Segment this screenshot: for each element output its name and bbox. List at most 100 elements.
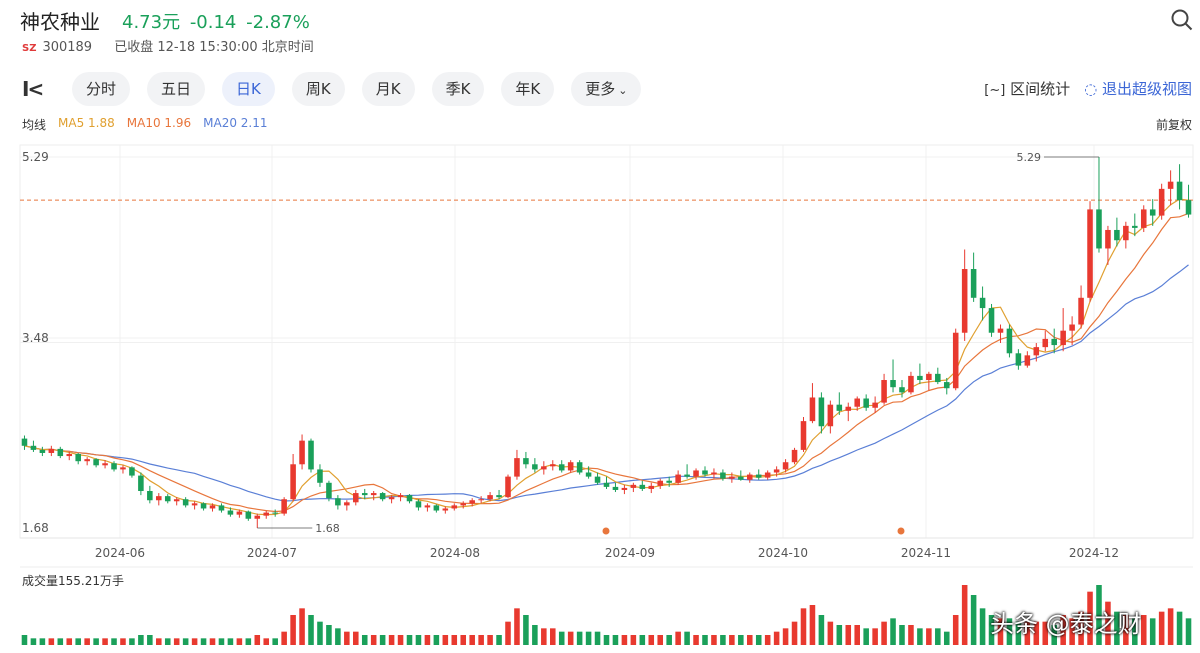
candle-body — [1042, 338, 1049, 348]
volume-bar — [675, 631, 681, 645]
candle-body — [872, 402, 878, 408]
kline-icon[interactable]: I< — [22, 77, 44, 101]
stock-name: 神农种业 — [20, 10, 100, 34]
tab-daily-k[interactable]: 日K — [222, 72, 275, 106]
volume-bar — [943, 631, 950, 645]
candle-body — [594, 476, 601, 483]
ma-legend: 均线 MA5 1.88 MA10 1.96 MA20 2.11 — [22, 116, 268, 133]
volume-bar — [952, 615, 959, 645]
bracket-icon: [~] — [984, 83, 1006, 98]
volume-bar — [138, 635, 144, 645]
candle-body — [746, 474, 753, 480]
volume-bar — [335, 628, 341, 645]
volume-bar — [594, 631, 601, 645]
candle-body — [1123, 225, 1129, 241]
volume-bar — [755, 635, 762, 645]
candle-body — [433, 505, 440, 511]
focus-icon: ◌ — [1084, 80, 1098, 98]
tab-yearly-k[interactable]: 年K — [501, 72, 555, 106]
candle-body — [738, 476, 744, 480]
candle-body — [487, 495, 493, 500]
candle-body — [926, 373, 932, 381]
volume-bar — [899, 625, 905, 645]
candle-body — [952, 332, 959, 389]
price-change-pct: -2.87% — [246, 12, 310, 33]
candle-body — [1087, 209, 1093, 298]
volume-bar — [729, 635, 735, 645]
volume-bar — [272, 638, 278, 645]
volume-bar — [854, 625, 860, 645]
candle-body — [791, 449, 798, 463]
tab-quarterly-k[interactable]: 季K — [431, 72, 485, 106]
volume-bar — [1096, 585, 1102, 645]
candle-body — [827, 404, 834, 427]
candle-body — [988, 308, 995, 333]
volume-bar — [1167, 608, 1174, 645]
volume-bar — [711, 635, 717, 645]
adjust-mode[interactable]: 前复权 — [1155, 118, 1192, 132]
candle-body — [1105, 229, 1111, 249]
ma20-legend: MA20 2.11 — [203, 116, 268, 130]
candle-body — [353, 493, 359, 503]
candle-body — [773, 469, 780, 473]
tab-intraday[interactable]: 分时 — [72, 72, 131, 106]
volume-bar — [1123, 615, 1129, 645]
candle-body — [263, 512, 270, 516]
volume-bar — [746, 635, 753, 645]
volume-bar — [218, 638, 225, 645]
tab-monthly-k[interactable]: 月K — [361, 72, 415, 106]
candle-body — [567, 462, 574, 471]
volume-bar — [1069, 618, 1075, 645]
volume-bar — [648, 635, 655, 645]
volume-bar — [532, 625, 538, 645]
volume-bar — [326, 625, 332, 645]
candle-body — [917, 375, 923, 381]
candle-body — [675, 474, 681, 483]
candle-body — [782, 462, 789, 470]
candle-body — [523, 458, 529, 465]
exit-fullscreen-button[interactable]: ◌ 退出超级视图 — [1084, 78, 1192, 99]
candle-body — [755, 474, 762, 478]
candle-body — [182, 499, 189, 506]
volume-bar — [39, 638, 46, 645]
candle-body — [111, 463, 117, 470]
range-stats-button[interactable]: [~] 区间统计 — [984, 78, 1070, 99]
volume-bar — [809, 605, 816, 645]
candle-body — [147, 491, 153, 501]
volume-bar — [299, 608, 305, 645]
volume-bar — [308, 615, 314, 645]
volume-bar — [361, 635, 368, 645]
tab-more[interactable]: 更多 ⌄ — [571, 72, 642, 106]
candle-body — [997, 328, 1004, 333]
volume-bar — [442, 635, 449, 645]
x-tick-label: 2024-12 — [1069, 546, 1119, 560]
volume-bar — [988, 615, 995, 645]
candle-body — [648, 485, 655, 489]
range-stats-label: 区间统计 — [1010, 80, 1071, 98]
candle-body — [191, 503, 198, 506]
search-icon[interactable] — [1170, 8, 1194, 32]
candle-body — [236, 511, 243, 515]
volume-bar — [30, 638, 37, 645]
candle-body — [943, 382, 950, 389]
tab-five-day[interactable]: 五日 — [147, 72, 206, 106]
candle-body — [684, 474, 690, 477]
volume-bar — [1105, 601, 1111, 645]
tab-weekly-k[interactable]: 周K — [291, 72, 345, 106]
candle-body — [1140, 209, 1147, 228]
candle-body — [48, 448, 55, 453]
volume-bar — [379, 635, 386, 645]
candle-body — [970, 269, 977, 298]
volume-bar — [388, 635, 395, 645]
candle-body — [156, 496, 162, 501]
volume-bar — [935, 628, 941, 645]
candle-body — [702, 470, 708, 475]
volume-bar — [451, 635, 458, 645]
price-change: -0.14 — [189, 12, 237, 33]
candle-body — [693, 470, 699, 477]
candle-body — [21, 438, 28, 446]
x-tick-label: 2024-09 — [605, 546, 655, 560]
volume-bar — [1114, 611, 1120, 645]
candle-body — [720, 472, 726, 479]
volume-bar — [997, 618, 1004, 645]
